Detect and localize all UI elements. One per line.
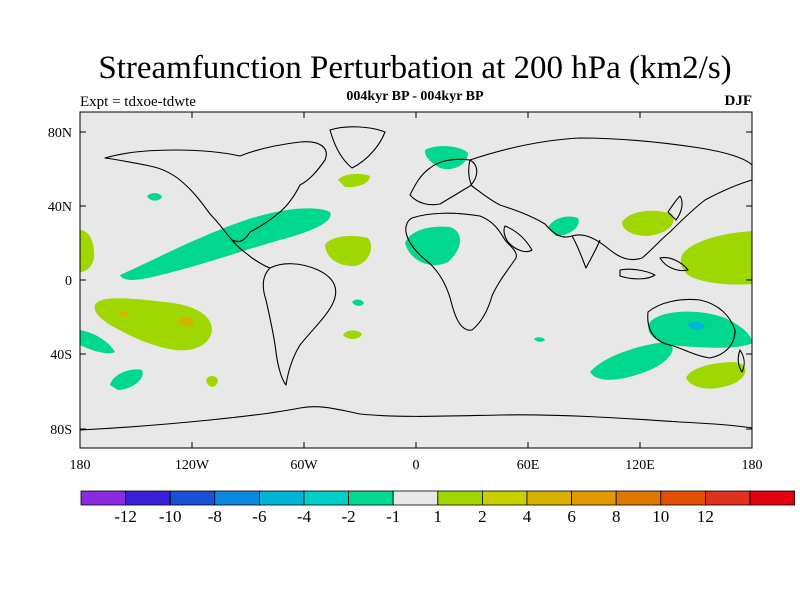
lon-ticks: [79, 112, 753, 448]
colorbar-swatch: [660, 490, 706, 506]
lat-label-80n: 80N: [48, 126, 72, 141]
colorbar-label: 8: [611, 507, 621, 526]
anomaly-negative-arabian: [548, 216, 579, 236]
map-title: Streamfunction Perturbation at 200 hPa (…: [98, 50, 732, 86]
colorbar-label: -2: [341, 507, 356, 526]
colorbar: [80, 490, 795, 506]
colorbar-label: -10: [158, 507, 182, 526]
anomaly-positive-west-pacific: [680, 231, 752, 285]
anomaly-negative-scandinavia: [424, 146, 468, 170]
lon-label-60e: 60E: [517, 458, 540, 473]
lat-label-40s: 40S: [50, 348, 72, 363]
colorbar-swatch: [258, 490, 305, 506]
anomaly-positive-south-pacific: [94, 298, 212, 351]
lat-label-80s: 80S: [50, 423, 72, 438]
anomaly-strong-negative-australia: [688, 321, 705, 331]
colorbar-label: -12: [114, 507, 137, 526]
colorbar-swatch: [749, 490, 795, 506]
anomaly-negative-small-1: [147, 193, 162, 201]
colorbar-swatch: [705, 490, 751, 506]
colorbar-swatch: [392, 490, 439, 506]
colorbar-label: 2: [478, 507, 487, 526]
colorbar-swatch: [481, 490, 528, 506]
season-label: DJF: [724, 93, 753, 109]
map-subtitle: 004kyr BP - 004kyr BP: [346, 89, 484, 104]
colorbar-swatch: [214, 490, 260, 506]
anomaly-negative-indian-ocean: [590, 342, 673, 380]
lon-label-120e: 120E: [625, 458, 655, 473]
colorbar-swatch: [169, 490, 216, 506]
lon-label-120w: 120W: [175, 458, 210, 473]
anomaly-negative-small-3: [534, 337, 545, 342]
colorbar-label: -4: [296, 507, 312, 526]
colorbar-swatch: [571, 490, 617, 506]
colorbar-swatch: [80, 490, 126, 506]
colorbar-swatch: [125, 490, 171, 506]
anomaly-fields: [80, 146, 752, 390]
lat-ticks: [80, 131, 752, 430]
anomaly-positive-east-asia: [622, 210, 674, 236]
colorbar-label: -1: [386, 507, 401, 526]
colorbar-label: 10: [652, 507, 670, 526]
colorbar-label: 6: [567, 507, 576, 526]
lat-label-40n: 40N: [48, 200, 72, 215]
anomaly-positive-small-pacific: [206, 375, 218, 387]
anomaly-negative-south-pacific: [110, 369, 143, 390]
map-background: [80, 112, 752, 448]
anomaly-positive-east-pacific: [80, 230, 95, 272]
anomaly-strong-positive-1: [178, 316, 194, 327]
colorbar-label: -8: [207, 507, 222, 526]
colorbar-label: -6: [252, 507, 267, 526]
lon-label-180e: 180: [742, 458, 763, 473]
colorbar-swatch: [526, 490, 572, 506]
lon-label-180w: 180: [70, 458, 91, 473]
experiment-label: Expt = tdxoe-tdwte: [80, 94, 196, 110]
anomaly-positive-south-atlantic: [343, 330, 362, 340]
anomaly-negative-small-2: [352, 299, 364, 306]
coastlines: [79, 126, 753, 431]
lon-label-60w: 60W: [290, 458, 318, 473]
anomaly-positive-tropical-atlantic: [325, 236, 372, 267]
anomaly-positive-north-atlantic: [338, 173, 370, 188]
lon-label-0: 0: [413, 458, 420, 473]
anomaly-negative-west-pacific: [80, 330, 115, 354]
anomaly-negative-north-africa: [405, 226, 460, 266]
colorbar-label: 4: [522, 507, 532, 526]
colorbar-swatch: [615, 490, 662, 506]
colorbar-label: 12: [696, 507, 714, 526]
colorbar-swatch: [437, 490, 483, 506]
colorbar-swatch: [348, 490, 394, 506]
anomaly-strong-positive-2: [118, 311, 129, 317]
colorbar-swatch: [303, 490, 349, 506]
anomaly-positive-tasman: [686, 362, 746, 389]
colorbar-label: 1: [433, 507, 443, 526]
anomaly-negative-atlantic-band: [120, 208, 331, 280]
lat-label-0: 0: [65, 274, 72, 289]
